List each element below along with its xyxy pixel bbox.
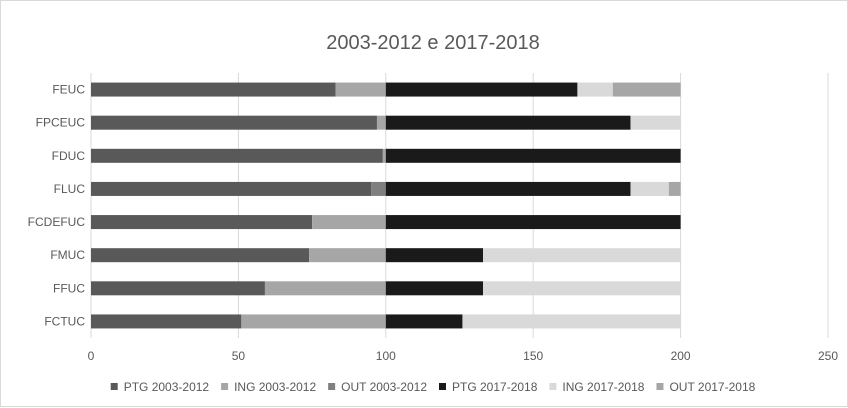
legend-label: PTG 2003-2012 bbox=[124, 380, 210, 394]
legend-swatch bbox=[328, 383, 336, 390]
y-axis-labels: FEUC FPCEUC FDUC FLUC FCDEFUC FMUC FFUC FCTUC bbox=[28, 83, 86, 329]
bar-segment bbox=[612, 82, 681, 97]
legend-swatch bbox=[656, 383, 664, 390]
y-tick-label: FDUC bbox=[52, 149, 86, 163]
legend-label: ING 2017-2018 bbox=[562, 380, 644, 394]
bar-segment bbox=[91, 115, 377, 130]
bar-segment bbox=[91, 314, 242, 329]
y-tick-label: FFUC bbox=[53, 281, 85, 295]
bar-segment bbox=[385, 115, 631, 130]
x-tick-label: 0 bbox=[88, 349, 95, 363]
bars bbox=[91, 82, 681, 329]
x-tick-label: 150 bbox=[523, 349, 543, 363]
bar-segment bbox=[335, 82, 386, 97]
x-tick-label: 100 bbox=[376, 349, 396, 363]
bar-segment bbox=[483, 281, 681, 296]
legend-label: ING 2003-2012 bbox=[234, 380, 316, 394]
y-tick-label: FCDEFUC bbox=[28, 215, 86, 229]
bar-segment bbox=[91, 215, 313, 230]
bar-segment bbox=[382, 148, 386, 163]
bar-segment bbox=[91, 148, 383, 163]
y-tick-label: FMUC bbox=[50, 248, 85, 262]
legend-swatch bbox=[439, 383, 446, 390]
bar-segment bbox=[241, 314, 386, 329]
bar-segment bbox=[462, 314, 681, 329]
legend: PTG 2003-2012 ING 2003-2012 OUT 2003-2012 P… bbox=[110, 380, 756, 394]
legend-label: OUT 2017-2018 bbox=[669, 380, 755, 394]
bar-segment bbox=[376, 115, 386, 130]
x-tick-label: 250 bbox=[818, 349, 838, 363]
bar-segment bbox=[385, 281, 484, 296]
bar-segment bbox=[630, 181, 669, 196]
legend-label: OUT 2003-2012 bbox=[341, 380, 427, 394]
bar-segment bbox=[630, 115, 681, 130]
x-tick-label: 200 bbox=[671, 349, 691, 363]
x-axis-labels: 0 50 100 150 200 250 bbox=[88, 349, 839, 363]
bar-segment bbox=[577, 82, 613, 97]
y-tick-label: FPCEUC bbox=[36, 116, 86, 130]
chart-title: 2003-2012 e 2017-2018 bbox=[326, 32, 540, 54]
y-tick-label: FLUC bbox=[54, 182, 86, 196]
legend-swatch bbox=[549, 383, 557, 390]
x-tick-label: 50 bbox=[232, 349, 246, 363]
bar-segment bbox=[668, 181, 681, 196]
bar-segment bbox=[385, 181, 631, 196]
bar-segment bbox=[264, 281, 386, 296]
legend-swatch bbox=[110, 383, 118, 390]
bar-segment bbox=[91, 248, 310, 263]
bar-segment bbox=[385, 82, 578, 97]
bar-segment bbox=[309, 248, 386, 263]
bar-segment bbox=[385, 215, 681, 230]
bar-segment bbox=[91, 181, 372, 196]
bar-segment bbox=[91, 82, 336, 97]
y-tick-label: FEUC bbox=[52, 83, 85, 97]
legend-label: PTG 2017-2018 bbox=[452, 380, 538, 394]
bar-segment bbox=[91, 281, 265, 296]
gridlines bbox=[90, 73, 829, 338]
legend-swatch bbox=[221, 383, 229, 390]
bar-segment bbox=[385, 248, 484, 263]
bar-segment bbox=[371, 181, 386, 196]
bar-segment bbox=[385, 314, 463, 329]
bar-segment bbox=[385, 148, 681, 163]
y-tick-label: FCTUC bbox=[44, 314, 85, 328]
bar-segment bbox=[483, 248, 681, 263]
bar-segment bbox=[312, 215, 386, 230]
